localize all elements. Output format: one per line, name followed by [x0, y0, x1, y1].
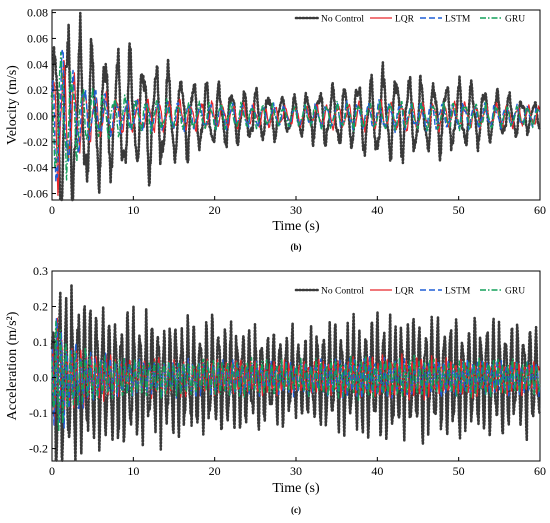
y-tick-label: 0.0 [33, 371, 48, 385]
y-tick-label: 0.04 [27, 57, 48, 71]
panel-caption: (b) [291, 242, 302, 252]
y-tick-label: 0.06 [27, 31, 48, 45]
y-axis-label: Velocity (m/s) [5, 65, 20, 145]
legend: No Control LQR LSTM GRU [292, 283, 538, 298]
legend-label: LSTM [445, 15, 471, 25]
y-tick-label: -0.1 [29, 406, 48, 420]
velocity-chart: 0.08 0.06 0.04 0.02 0.00 -0.02 -0.04 -0.06 0 10 2… [5, 6, 546, 252]
y-tick-label: 0.3 [33, 264, 48, 278]
y-ticks: 0.3 0.2 0.1 0.0 -0.1 -0.2 [29, 264, 56, 456]
y-tick-label: -0.04 [23, 161, 48, 175]
y-tick-label: 0.02 [27, 83, 48, 97]
x-tick-label: 0 [49, 464, 55, 478]
y-tick-label: 0.1 [33, 335, 48, 349]
x-tick-label: 60 [534, 203, 546, 217]
series-line-gru [51, 320, 541, 432]
y-tick-label: -0.06 [23, 187, 48, 201]
x-axis-label: Time (s) [272, 219, 320, 234]
series-layer [50, 11, 541, 202]
x-tick-label: 50 [453, 464, 465, 478]
legend-label: GRU [505, 287, 525, 297]
y-axis-label: Acceleration (m/s²) [5, 311, 20, 420]
series-layer [50, 283, 541, 463]
y-tick-label: 0.08 [27, 6, 48, 20]
legend-box [292, 283, 538, 298]
panel-caption: (c) [291, 505, 301, 515]
x-tick-label: 30 [290, 203, 302, 217]
legend-label: LSTM [445, 287, 471, 297]
x-tick-label: 50 [453, 203, 465, 217]
acceleration-chart: 0.3 0.2 0.1 0.0 -0.1 -0.2 0 10 20 30 40 50 60 Time … [5, 264, 546, 515]
series-line-gru [51, 51, 541, 181]
legend-label: GRU [505, 15, 525, 25]
y-tick-label: 0.2 [33, 300, 48, 314]
x-tick-label: 40 [371, 203, 383, 217]
y-tick-label: -0.02 [23, 135, 48, 149]
y-tick-label: 0.00 [27, 109, 48, 123]
x-tick-label: 10 [127, 203, 139, 217]
x-tick-label: 30 [290, 464, 302, 478]
x-tick-label: 40 [371, 464, 383, 478]
legend-label: No Control [321, 15, 364, 25]
x-tick-label: 10 [127, 464, 139, 478]
x-axis-label: Time (s) [272, 481, 320, 496]
x-ticks: 0 10 20 30 40 50 60 [49, 457, 546, 478]
x-ticks: 0 10 20 30 40 50 60 [49, 196, 546, 217]
legend-label: LQR [395, 287, 415, 297]
legend-label: No Control [321, 287, 364, 297]
x-tick-label: 20 [209, 464, 221, 478]
x-tick-label: 60 [534, 464, 546, 478]
y-ticks: 0.08 0.06 0.04 0.02 0.00 -0.02 -0.04 -0.06 [23, 6, 56, 201]
legend-box [292, 11, 538, 26]
y-tick-label: -0.2 [29, 442, 48, 456]
x-tick-label: 0 [49, 203, 55, 217]
legend-label: LQR [395, 15, 415, 25]
x-tick-label: 20 [209, 203, 221, 217]
series-line-lstm [51, 49, 541, 183]
series-line-lqr [51, 317, 540, 426]
legend: No Control LQR LSTM GRU [292, 11, 538, 26]
